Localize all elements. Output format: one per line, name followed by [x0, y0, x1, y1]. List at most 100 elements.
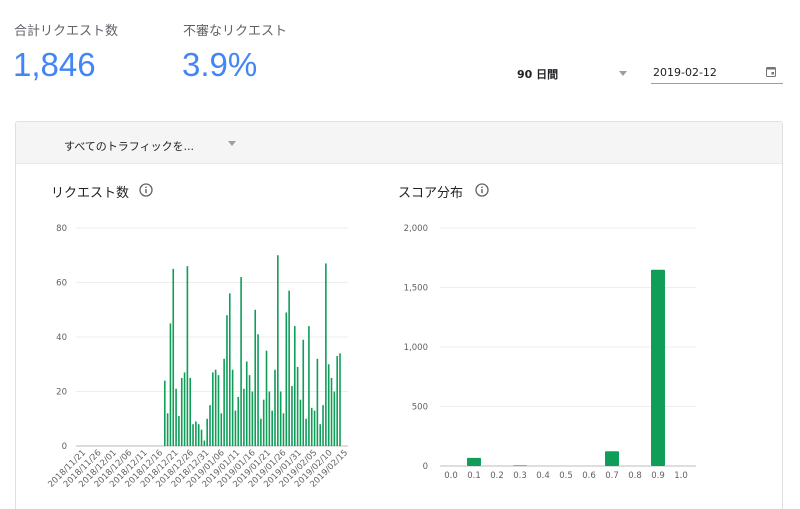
bar	[513, 465, 527, 466]
x-tick-label: 0.4	[536, 471, 550, 481]
x-tick-label: 0.5	[559, 471, 573, 481]
chevron-down-icon	[228, 141, 236, 146]
x-tick-label: 0.7	[605, 471, 619, 481]
bar	[214, 369, 217, 446]
y-tick-label: 500	[412, 403, 428, 413]
bar	[268, 391, 271, 446]
x-tick-label: 0.3	[513, 471, 527, 481]
bar	[183, 372, 186, 446]
bar	[189, 377, 192, 446]
bar	[333, 391, 336, 446]
bar	[296, 366, 299, 446]
bar	[240, 277, 242, 446]
bar	[285, 312, 288, 446]
bar	[262, 399, 265, 446]
x-tick-label: 0.2	[490, 471, 504, 481]
bar	[251, 391, 254, 446]
bar	[180, 377, 183, 446]
bar	[271, 410, 273, 446]
bar	[330, 377, 333, 446]
info-icon[interactable]	[139, 183, 153, 197]
bar	[166, 413, 169, 446]
y-tick-label: 60	[56, 279, 67, 289]
bar	[467, 457, 481, 466]
chevron-down-icon	[619, 71, 627, 76]
bar	[192, 424, 194, 446]
bar	[274, 369, 276, 446]
bar	[327, 364, 330, 446]
date-range-select[interactable]: 90 日間	[513, 64, 631, 84]
bar	[163, 380, 166, 446]
suspicious-requests-value: 3.9%	[182, 46, 258, 83]
total-requests-label: 合計リクエスト数	[14, 24, 119, 39]
y-tick-label: 20	[56, 388, 67, 398]
bar	[319, 424, 322, 446]
bar	[172, 268, 175, 446]
score-distribution-title: スコア分布	[398, 186, 464, 201]
bar	[200, 429, 203, 446]
calendar-icon[interactable]	[766, 66, 776, 77]
bar	[291, 386, 293, 446]
bar	[206, 418, 208, 446]
y-tick-label: 2,000	[404, 224, 428, 234]
bar	[234, 410, 237, 446]
bar	[325, 263, 327, 446]
bar	[302, 339, 305, 446]
x-tick-label: 0.1	[467, 471, 481, 481]
total-requests-value: 1,846	[13, 46, 96, 83]
bar	[209, 405, 211, 446]
y-tick-label: 0	[423, 462, 428, 472]
bar	[288, 290, 290, 446]
traffic-filter-select[interactable]: すべてのトラフィックを...	[64, 135, 240, 153]
date-range-value: 90 日間	[517, 68, 559, 81]
bar	[220, 413, 223, 446]
bar	[293, 326, 296, 446]
x-tick-label: 0.0	[444, 471, 458, 481]
x-tick-label: 1.0	[674, 471, 688, 481]
bar	[282, 413, 285, 446]
bar	[169, 323, 172, 446]
bar	[257, 334, 259, 446]
bar	[245, 361, 248, 446]
bar	[299, 399, 302, 446]
y-tick-label: 80	[56, 224, 67, 234]
x-tick-label: 0.9	[651, 471, 665, 481]
bar	[243, 388, 245, 446]
bar	[186, 266, 189, 446]
bar	[226, 315, 228, 446]
bar	[260, 418, 262, 446]
bar	[254, 309, 257, 446]
bar	[178, 416, 180, 446]
bar	[195, 421, 197, 446]
bar	[217, 375, 220, 446]
bar	[310, 407, 313, 446]
bar	[228, 293, 231, 446]
bar	[277, 255, 279, 446]
bar	[248, 375, 251, 446]
bar	[175, 388, 177, 446]
bar	[313, 410, 316, 446]
bar	[336, 356, 338, 446]
card-header: すべてのトラフィックを...	[16, 122, 782, 164]
bar	[265, 350, 268, 446]
end-date-value: 2019-02-12	[653, 66, 717, 79]
requests-chart-title: リクエスト数	[51, 186, 130, 201]
y-tick-label: 1,000	[404, 343, 428, 353]
bar	[605, 451, 619, 466]
end-date-input[interactable]: 2019-02-12	[651, 64, 783, 84]
x-tick-label: 0.6	[582, 471, 596, 481]
y-tick-label: 1,500	[404, 284, 428, 294]
suspicious-requests-label: 不審なリクエスト	[183, 24, 288, 39]
bar	[237, 396, 240, 446]
bar	[223, 358, 225, 446]
bar	[279, 391, 282, 446]
bar	[197, 424, 200, 446]
y-tick-label: 40	[56, 333, 67, 343]
bar	[651, 269, 665, 466]
bar	[322, 405, 324, 446]
bar	[212, 372, 214, 446]
x-tick-label: 0.8	[628, 471, 642, 481]
bar	[308, 326, 310, 446]
info-icon[interactable]	[475, 183, 489, 197]
